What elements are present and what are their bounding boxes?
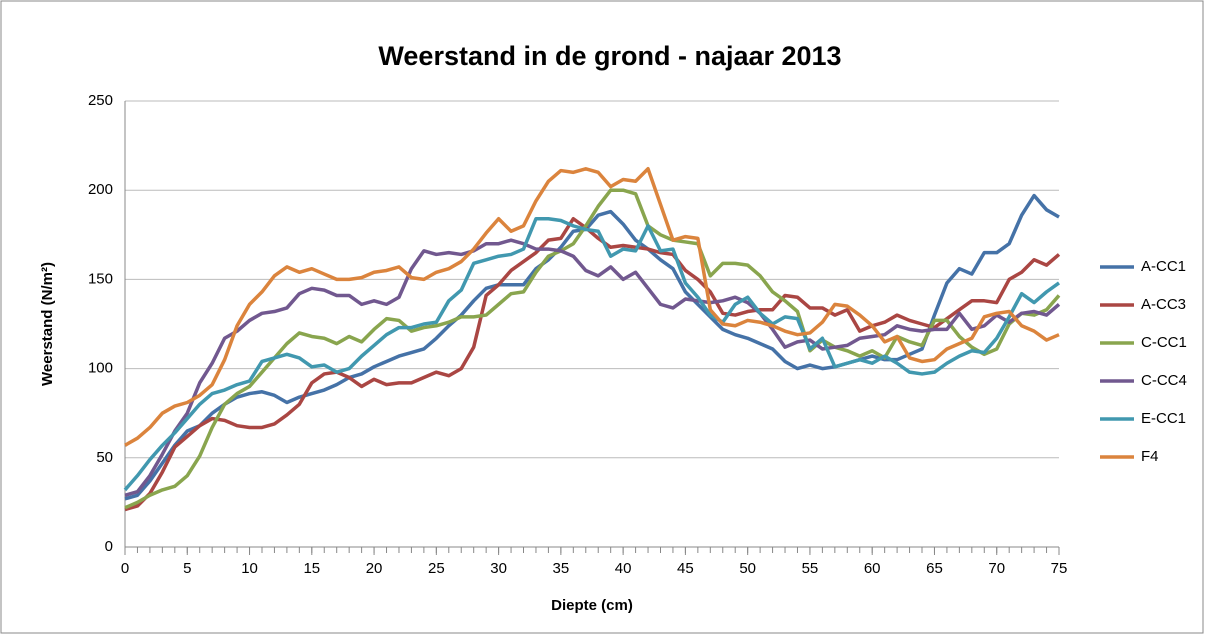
x-tick-label: 40 bbox=[615, 560, 632, 577]
x-tick-label: 75 bbox=[1051, 560, 1068, 577]
x-tick-label: 55 bbox=[802, 560, 819, 577]
x-tick-label: 65 bbox=[926, 560, 943, 577]
series-line bbox=[124, 167, 1060, 447]
series-line bbox=[123, 216, 1061, 492]
x-tick-label: 45 bbox=[677, 560, 694, 577]
legend-label: C-CC4 bbox=[1141, 372, 1187, 389]
x-tick-label: 20 bbox=[366, 560, 383, 577]
series-line bbox=[124, 216, 1061, 512]
legend-label: A-CC3 bbox=[1141, 296, 1186, 313]
x-tick-label: 60 bbox=[864, 560, 881, 577]
x-tick-label: 5 bbox=[183, 560, 191, 577]
y-tick-label: 100 bbox=[88, 360, 113, 377]
legend-label: F4 bbox=[1141, 448, 1159, 465]
series-line bbox=[124, 238, 1061, 497]
x-tick-label: 30 bbox=[490, 560, 507, 577]
x-tick-label: 0 bbox=[121, 560, 129, 577]
chart-title: Weerstand in de grond - najaar 2013 bbox=[378, 41, 841, 71]
y-tick-label: 50 bbox=[96, 449, 113, 466]
legend-label: A-CC1 bbox=[1141, 258, 1186, 275]
y-tick-label: 150 bbox=[88, 270, 113, 287]
y-tick-label: 0 bbox=[105, 538, 113, 555]
x-tick-label: 10 bbox=[241, 560, 258, 577]
series-line bbox=[124, 188, 1061, 510]
x-tick-label: 15 bbox=[303, 560, 320, 577]
x-tick-label: 35 bbox=[553, 560, 570, 577]
x-tick-label: 50 bbox=[739, 560, 756, 577]
x-tick-label: 25 bbox=[428, 560, 445, 577]
y-tick-label: 250 bbox=[88, 92, 113, 109]
y-axis-label: Weerstand (N/m²) bbox=[39, 262, 56, 386]
legend-label: E-CC1 bbox=[1141, 410, 1186, 427]
legend-label: C-CC1 bbox=[1141, 334, 1187, 351]
x-axis-label: Diepte (cm) bbox=[551, 597, 633, 614]
series-line bbox=[124, 193, 1060, 501]
y-tick-label: 200 bbox=[88, 181, 113, 198]
x-tick-label: 70 bbox=[988, 560, 1005, 577]
